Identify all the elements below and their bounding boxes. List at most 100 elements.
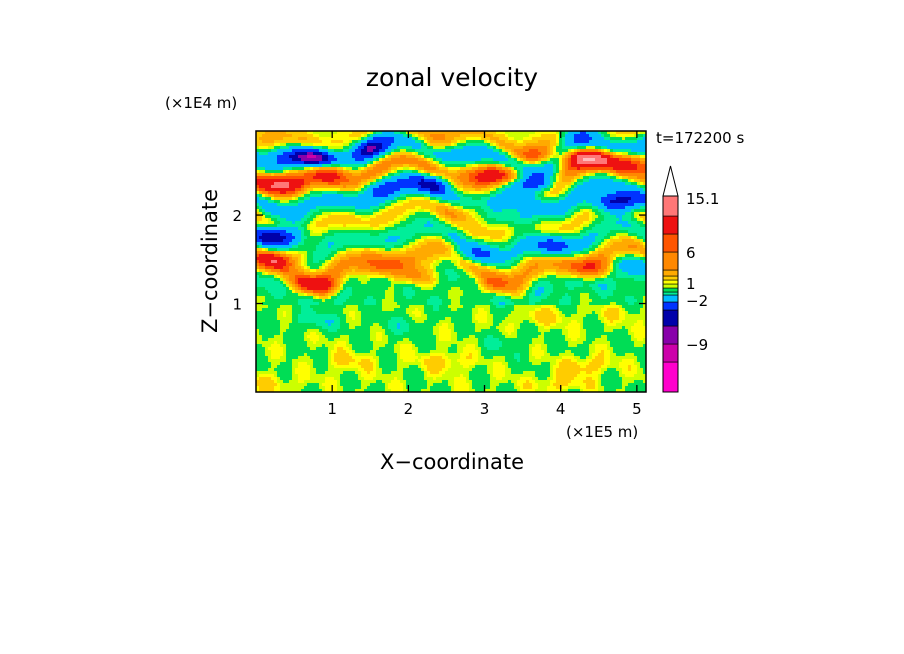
contour-cell: [376, 242, 380, 246]
contour-cell: [544, 164, 548, 168]
contour-cell: [430, 236, 434, 240]
contour-cell: [292, 233, 296, 237]
contour-cell: [529, 155, 533, 159]
contour-cell: [592, 131, 596, 135]
contour-cell: [343, 149, 347, 153]
contour-cell: [310, 137, 314, 141]
contour-cell: [607, 188, 611, 192]
contour-cell: [451, 218, 455, 222]
contour-cell: [565, 221, 569, 225]
contour-cell: [562, 140, 566, 144]
contour-cell: [259, 227, 263, 231]
contour-cell: [451, 179, 455, 183]
contour-cell: [484, 191, 488, 195]
contour-cell: [508, 179, 512, 183]
contour-cell: [325, 167, 329, 171]
contour-cell: [514, 206, 518, 210]
contour-cell: [373, 140, 377, 144]
contour-cell: [331, 191, 335, 195]
contour-cell: [403, 206, 407, 210]
contour-cell: [367, 167, 371, 171]
contour-cell: [493, 203, 497, 207]
contour-cell: [352, 206, 356, 210]
contour-cell: [346, 200, 350, 204]
contour-cell: [544, 149, 548, 153]
contour-cell: [583, 140, 587, 144]
contour-cell: [577, 179, 581, 183]
contour-cell: [391, 236, 395, 240]
contour-cell: [334, 158, 338, 162]
contour-cell: [403, 236, 407, 240]
contour-cell: [340, 185, 344, 189]
contour-cell: [577, 224, 581, 228]
contour-cell: [268, 221, 272, 225]
contour-cell: [268, 218, 272, 222]
contour-cell: [631, 242, 635, 246]
contour-cell: [457, 173, 461, 177]
contour-cell: [463, 206, 467, 210]
contour-cell: [565, 185, 569, 189]
contour-cell: [586, 179, 590, 183]
contour-cell: [433, 170, 437, 174]
contour-cell: [460, 197, 464, 201]
contour-cell: [601, 146, 605, 150]
contour-cell: [529, 239, 533, 243]
contour-cell: [337, 245, 341, 249]
contour-cell: [466, 149, 470, 153]
contour-cell: [550, 149, 554, 153]
contour-cell: [361, 146, 365, 150]
contour-cell: [634, 146, 638, 150]
contour-cell: [463, 131, 467, 135]
contour-cell: [400, 173, 404, 177]
contour-cell: [316, 173, 320, 177]
contour-cell: [289, 137, 293, 141]
contour-cell: [484, 134, 488, 138]
contour-cell: [634, 173, 638, 177]
contour-cell: [445, 209, 449, 213]
contour-cell: [640, 161, 644, 165]
contour-cell: [367, 134, 371, 138]
contour-cell: [259, 149, 263, 153]
contour-cell: [325, 245, 329, 249]
contour-cell: [472, 185, 476, 189]
contour-cell: [445, 173, 449, 177]
contour-cell: [364, 143, 368, 147]
contour-cell: [481, 188, 485, 192]
contour-cell: [316, 215, 320, 219]
contour-cell: [574, 218, 578, 222]
contour-cell: [370, 245, 374, 249]
contour-cell: [547, 197, 551, 201]
contour-cell: [505, 137, 509, 141]
contour-cell: [352, 218, 356, 222]
contour-cell: [538, 152, 542, 156]
contour-cell: [415, 164, 419, 168]
contour-cell: [328, 182, 332, 186]
contour-cell: [385, 152, 389, 156]
contour-cell: [586, 146, 590, 150]
contour-cell: [436, 227, 440, 231]
contour-cell: [628, 161, 632, 165]
contour-cell: [442, 212, 446, 216]
contour-cell: [259, 131, 263, 135]
contour-cell: [370, 194, 374, 198]
contour-cell: [295, 140, 299, 144]
contour-cell: [478, 200, 482, 204]
contour-cell: [610, 215, 614, 219]
contour-cell: [256, 164, 260, 168]
contour-cell: [523, 182, 527, 186]
contour-cell: [361, 140, 365, 144]
contour-cell: [322, 203, 326, 207]
contour-cell: [334, 230, 338, 234]
contour-cell: [280, 212, 284, 216]
contour-cell: [403, 185, 407, 189]
contour-cell: [433, 200, 437, 204]
contour-cell: [478, 203, 482, 207]
contour-cell: [409, 182, 413, 186]
contour-cell: [364, 176, 368, 180]
contour-cell: [301, 158, 305, 162]
contour-cell: [577, 200, 581, 204]
contour-cell: [508, 206, 512, 210]
contour-cell: [400, 140, 404, 144]
contour-cell: [307, 155, 311, 159]
